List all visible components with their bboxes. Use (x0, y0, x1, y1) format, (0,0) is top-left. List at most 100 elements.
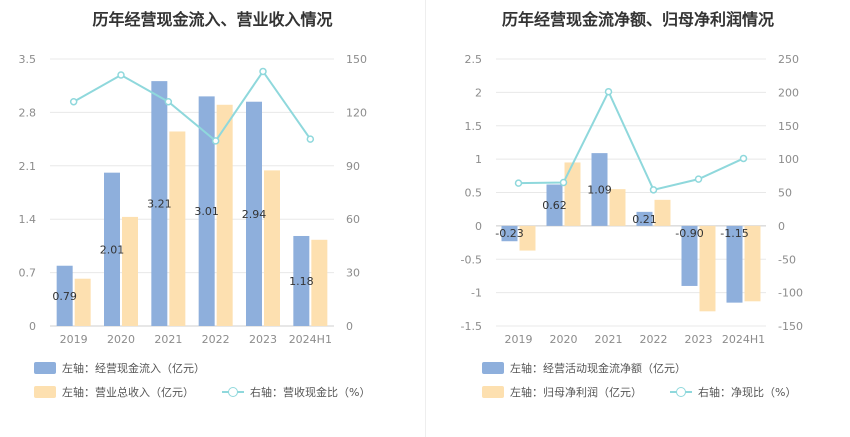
left-axis-tick-label: 2.5 (465, 53, 483, 66)
legend-item[interactable]: 左轴：经营现金流入（亿元） (34, 360, 205, 376)
bar (699, 225, 716, 312)
bar (681, 225, 698, 286)
legend-label: 左轴：经营活动现金流净额（亿元） (510, 362, 686, 375)
right-axis-tick-label: 0 (346, 320, 353, 333)
chart-panel-right: 历年经营现金流净额、归母净利润情况 -1.5 -1 -0.5 0 0.5 1 1.5 2 2.5… (426, 0, 850, 437)
legend-label: 左轴：营业总收入（亿元） (62, 386, 194, 399)
legend-item[interactable]: 右轴：净现比（%） (670, 384, 796, 400)
bar (56, 265, 73, 326)
legend-item[interactable]: 右轴：营收现金比（%） (222, 384, 370, 400)
x-axis-tick-label: 2024H1 (289, 333, 332, 346)
left-axis-tick-label: 0 (29, 320, 36, 333)
right-axis-tick-label: 150 (346, 53, 367, 66)
data-label: 0.21 (632, 213, 657, 226)
bar (198, 96, 215, 326)
x-axis-tick-label: 2024H1 (722, 333, 765, 346)
legend-item[interactable]: 左轴：经营活动现金流净额（亿元） (482, 360, 686, 376)
line-point (559, 178, 568, 187)
bar (546, 184, 563, 226)
right-axis-tick-label: 90 (346, 160, 360, 173)
data-label: -0.23 (495, 227, 523, 240)
right-axis-tick-label: -100 (778, 287, 803, 300)
bar (591, 153, 608, 226)
right-axis-tick-label: 60 (346, 213, 360, 226)
right-axis-tick-label: 200 (778, 86, 799, 99)
x-axis-tick-label: 2020 (107, 333, 135, 346)
left-axis-tick-label: 1 (475, 153, 482, 166)
bar (564, 162, 581, 226)
bar (636, 211, 653, 226)
legend-swatch (482, 362, 504, 374)
right-axis-tick-label: -150 (778, 320, 803, 333)
chart-left: 0 0.7 1.4 2.1 2.8 3.5 0 30 60 90 120 150 2019 2020 202… (19, 53, 368, 346)
left-axis-tick-label: 1.4 (19, 213, 37, 226)
data-label: 0.79 (52, 290, 77, 303)
line-point (164, 97, 173, 106)
line-point (514, 179, 523, 187)
bar (311, 239, 328, 326)
legend-item[interactable]: 左轴：归母净利润（亿元） (482, 384, 642, 400)
right-axis-tick-label: 150 (778, 120, 799, 133)
bar (744, 225, 761, 302)
legend-label: 右轴：营收现金比（%） (250, 386, 371, 399)
legend-swatch (34, 362, 56, 374)
line-point (604, 87, 613, 96)
data-label: 2.94 (242, 208, 267, 221)
bar (501, 225, 518, 242)
left-axis-tick-label: 1.5 (465, 120, 483, 133)
left-axis-tick-label: 2.8 (19, 106, 37, 119)
left-axis-tick-label: 0 (475, 220, 482, 233)
right-axis-tick-label: 0 (778, 220, 785, 233)
right-axis-tick-label: 120 (346, 106, 367, 119)
x-axis-tick-label: 2022 (640, 333, 668, 346)
x-axis-tick-label: 2023 (685, 333, 713, 346)
left-axis-tick-label: 2 (475, 86, 482, 99)
line-point (117, 71, 125, 79)
legend-swatch (482, 386, 504, 398)
bar (246, 101, 262, 326)
data-label: 0.62 (542, 199, 567, 212)
left-axis-tick-label: -1 (471, 287, 482, 300)
legend-item[interactable]: 左轴：营业总收入（亿元） (34, 384, 194, 400)
bar (726, 225, 743, 303)
x-axis-tick-label: 2019 (60, 333, 88, 346)
line-point (694, 175, 703, 183)
bar (654, 199, 671, 226)
right-axis-tick-label: -50 (778, 253, 796, 266)
left-axis-tick-label: 2.1 (19, 160, 37, 173)
right-axis-tick-label: 50 (778, 187, 792, 200)
bar (519, 225, 536, 251)
panel-divider (425, 0, 426, 437)
bar (216, 104, 233, 327)
data-label: -0.90 (675, 227, 703, 240)
x-axis-tick-label: 2023 (249, 333, 277, 346)
x-axis-tick-label: 2021 (595, 333, 623, 346)
line-point (739, 154, 748, 163)
left-axis-tick-label: -1.5 (461, 320, 482, 333)
line-point (211, 137, 220, 145)
chart-panel-left: 历年经营现金流入、营业收入情况 0 0.7 1.4 2.1 2.8 3.5 0 30 60 90 1… (19, 10, 371, 400)
x-axis-tick-label: 2022 (202, 333, 230, 346)
bar (151, 81, 168, 326)
ratio-line (518, 89, 744, 191)
line-point (649, 186, 658, 194)
chart-title: 历年经营现金流入、营业收入情况 (92, 10, 333, 29)
legend-label: 左轴：经营现金流入（亿元） (62, 362, 205, 375)
data-label: -1.15 (720, 227, 748, 240)
right-axis-tick-label: 250 (778, 53, 799, 66)
bar (609, 189, 626, 226)
chart-title: 历年经营现金流净额、归母净利润情况 (501, 10, 774, 29)
x-axis-tick-label: 2019 (505, 333, 533, 346)
legend-line-swatch (222, 386, 244, 398)
bar (122, 216, 138, 326)
x-axis-tick-label: 2021 (154, 333, 182, 346)
bar (104, 172, 120, 326)
left-axis-tick-label: 0.5 (465, 187, 483, 200)
bar (74, 278, 91, 326)
legend-line-swatch (670, 386, 692, 398)
right-axis-tick-label: 30 (346, 267, 360, 280)
data-label: 3.21 (147, 198, 172, 211)
ratio-line (73, 69, 312, 143)
data-label: 3.01 (194, 205, 219, 218)
line-point (259, 67, 267, 76)
